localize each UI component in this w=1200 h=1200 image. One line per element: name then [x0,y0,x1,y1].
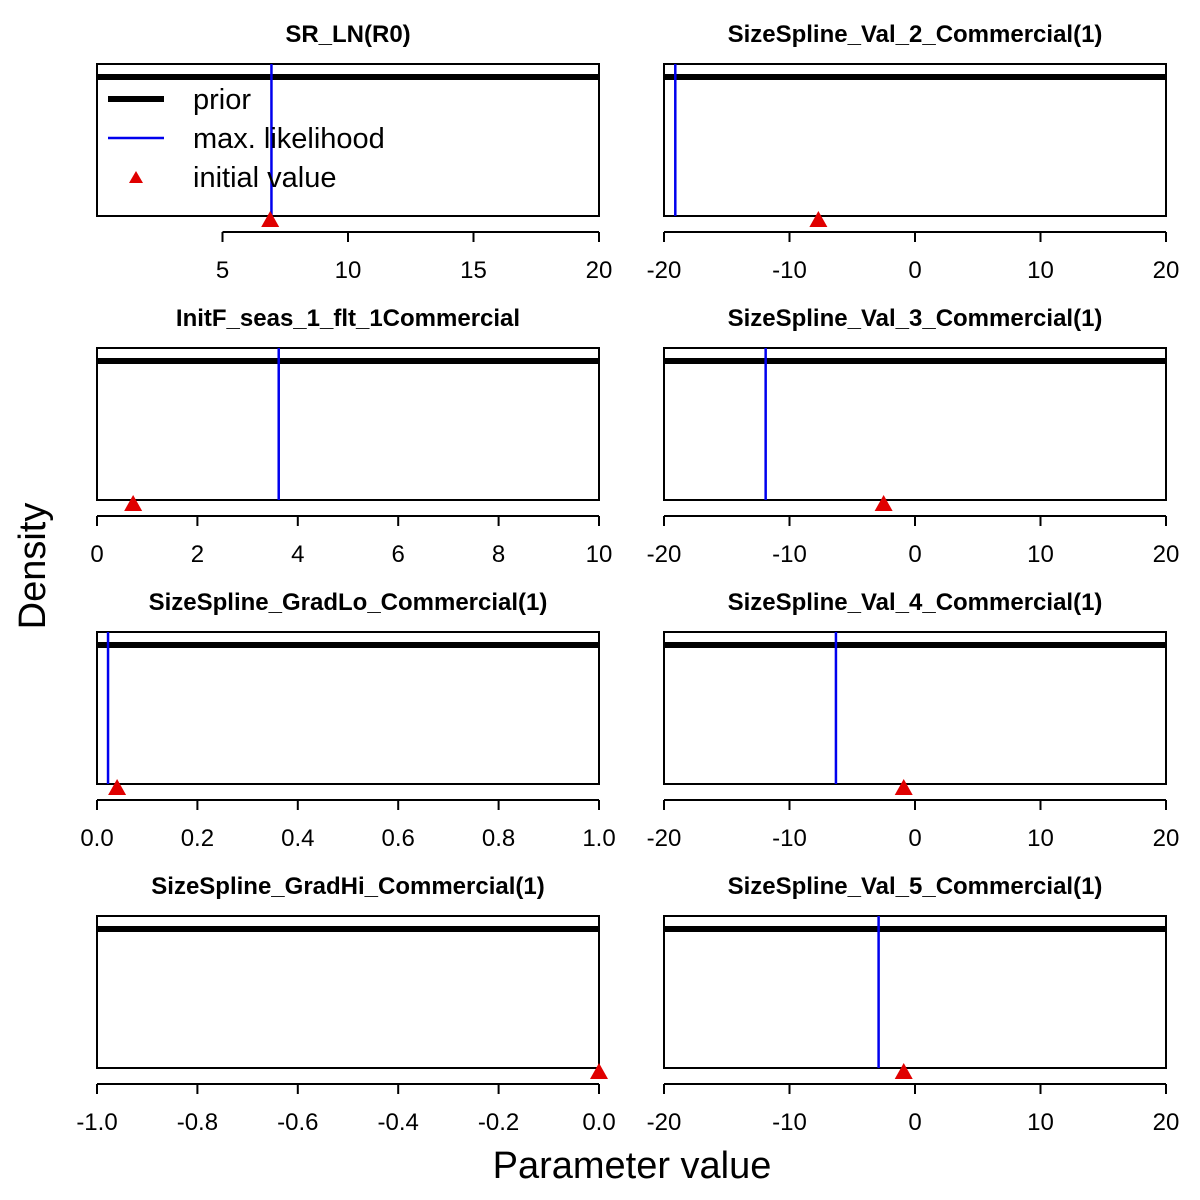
x-tick-label: 8 [492,541,505,568]
x-tick-label: 0.2 [181,825,214,852]
legend-initial-swatch [129,171,143,183]
x-tick-label: 10 [1027,1109,1054,1136]
x-tick-label: 0.8 [482,825,515,852]
initial-value-marker [124,495,143,511]
x-tick-label: -0.8 [177,1109,218,1136]
panel-6: SizeSpline_Val_4_Commercial(1) -20 -10 0 10 2… [647,589,1180,852]
x-tick-label: 0 [908,825,921,852]
x-axis-label: Parameter value [493,1145,772,1187]
x-tick-label: 4 [291,541,304,568]
panel-8: SizeSpline_Val_5_Commercial(1) -20 -10 0 10 2… [647,873,1180,1136]
legend-label: initial value [193,162,336,194]
x-tick-label: -0.6 [277,1109,318,1136]
x-tick-label: 10 [586,541,613,568]
legend: prior max. likelihood initial value [108,84,385,194]
x-tick-label: 2 [191,541,204,568]
x-tick-label: -20 [647,825,682,852]
panel-title: SizeSpline_Val_2_Commercial(1) [728,21,1103,48]
panel-2: SizeSpline_Val_2_Commercial(1) -20 -10 0 10 2… [647,21,1180,284]
x-tick-label: 0.0 [582,1109,615,1136]
panel-1: SR_LN(R0) 5 10 15 20 prior max. likelihood init… [96,21,613,284]
panel-5: SizeSpline_GradLo_Commercial(1) 0.0 0.2 0.4… [80,589,615,852]
initial-value-marker [590,1063,608,1079]
x-tick-label: 5 [216,257,229,284]
x-tick-label: 6 [392,541,405,568]
x-tick-label: 1.0 [582,825,615,852]
x-tick-label: 0 [908,541,921,568]
x-tick-label: -20 [647,1109,682,1136]
plot-frame [663,631,1167,785]
x-tick-label: -1.0 [76,1109,117,1136]
legend-label: max. likelihood [193,123,385,155]
x-tick-label: -20 [647,257,682,284]
x-tick-label: 20 [586,257,613,284]
x-tick-label: 10 [1027,257,1054,284]
x-tick-label: 10 [335,257,362,284]
x-tick-label: 10 [1027,825,1054,852]
x-tick-label: 0 [90,541,103,568]
plot-frame [663,63,1167,217]
plot-frame [96,631,600,785]
x-tick-label: 0.4 [281,825,314,852]
panel-title: SizeSpline_Val_5_Commercial(1) [728,873,1103,900]
panel-title: SizeSpline_Val_3_Commercial(1) [728,305,1103,332]
panel-title: SizeSpline_Val_4_Commercial(1) [728,589,1103,616]
x-tick-label: -0.4 [378,1109,419,1136]
plot-frame [96,915,600,1069]
plot-frame [663,915,1167,1069]
plot-frame [96,63,600,217]
x-tick-label: 0.6 [382,825,415,852]
initial-value-marker [894,779,913,795]
panel-title: SR_LN(R0) [285,21,410,48]
x-tick-label: 10 [1027,541,1054,568]
initial-value-marker [894,1063,913,1079]
x-tick-label: 20 [1153,541,1180,568]
initial-value-marker [261,211,280,227]
x-tick-label: -20 [647,541,682,568]
x-tick-label: 20 [1153,257,1180,284]
x-tick-label: 0 [908,257,921,284]
initial-value-marker [874,495,893,511]
x-tick-label: -0.2 [478,1109,519,1136]
plot-frame [663,347,1167,501]
x-tick-label: -10 [772,541,807,568]
panel-7: SizeSpline_GradHi_Commercial(1) -1.0 -0.8 -… [76,873,615,1136]
x-tick-label: -10 [772,825,807,852]
panel-title: InitF_seas_1_flt_1Commercial [176,305,520,332]
initial-value-marker [809,211,828,227]
x-tick-label: -10 [772,1109,807,1136]
panel-4: SizeSpline_Val_3_Commercial(1) -20 -10 0 10 2… [647,305,1180,568]
x-tick-label: 0.0 [80,825,113,852]
plot-frame [96,347,600,501]
panel-title: SizeSpline_GradLo_Commercial(1) [149,589,548,616]
x-tick-label: 20 [1153,1109,1180,1136]
x-tick-label: 20 [1153,825,1180,852]
initial-value-marker [108,779,127,795]
x-tick-label: 15 [460,257,487,284]
panel-3: InitF_seas_1_flt_1Commercial 0 2 4 6 8 10 [90,305,612,568]
y-axis-label: Density [12,503,54,630]
panel-title: SizeSpline_GradHi_Commercial(1) [151,873,544,900]
legend-label: prior [193,84,251,116]
x-tick-label: 0 [908,1109,921,1136]
x-tick-label: -10 [772,257,807,284]
